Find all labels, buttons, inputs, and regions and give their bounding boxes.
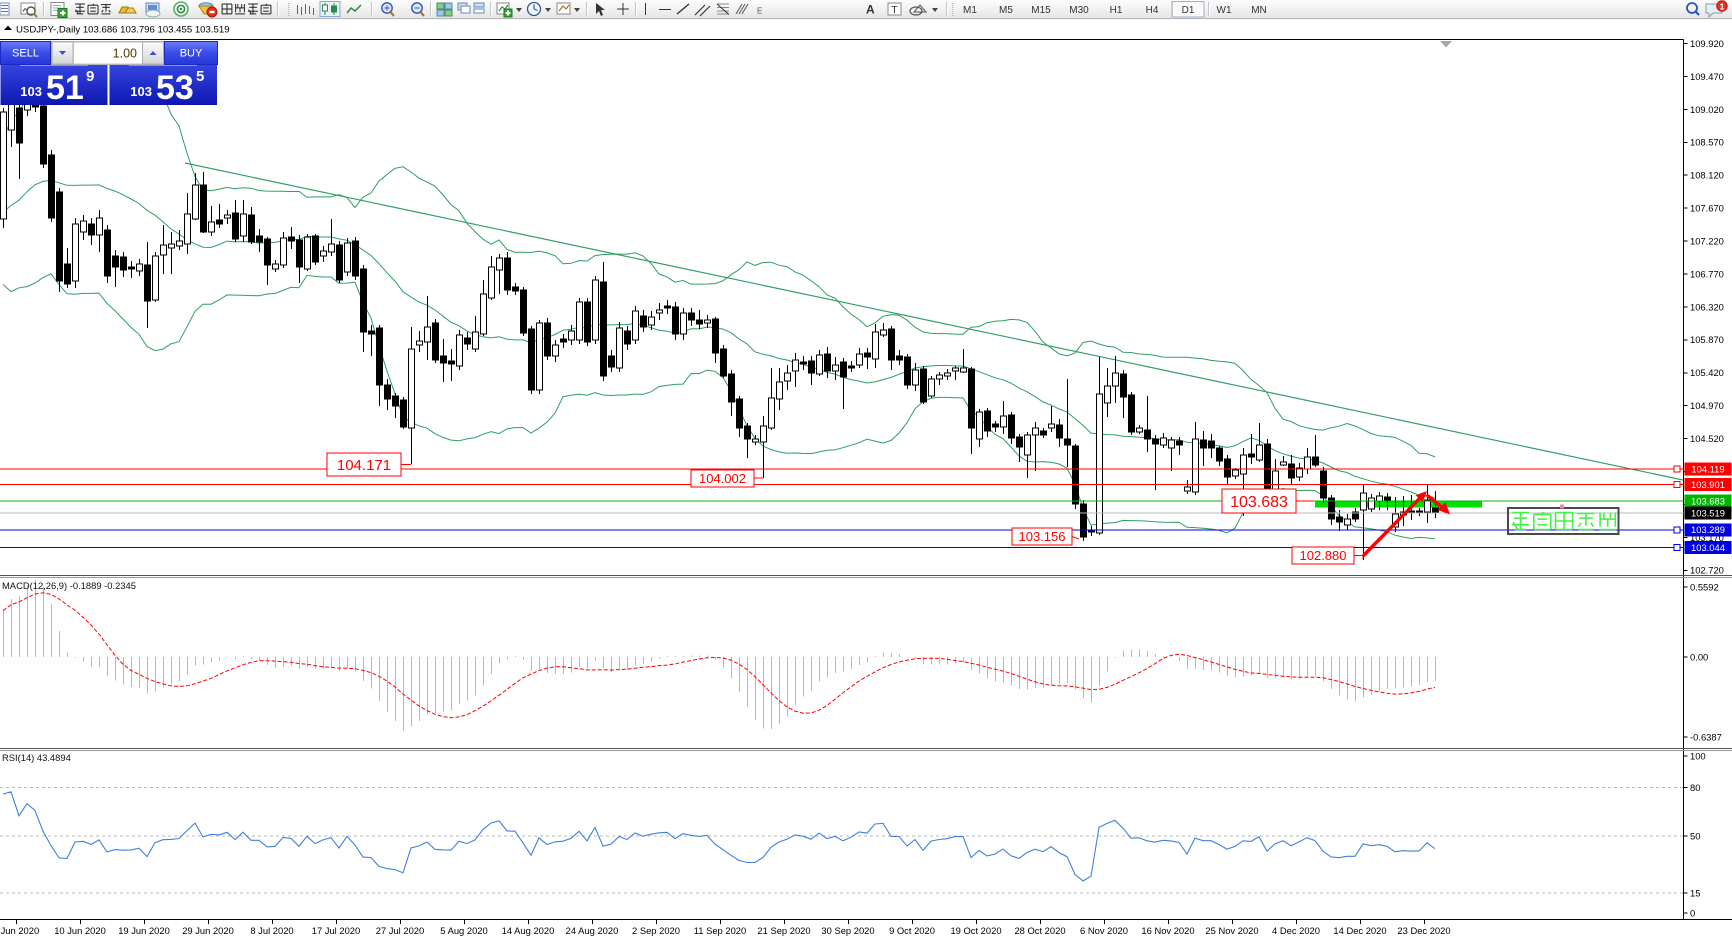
- svg-text:80: 80: [1690, 782, 1700, 793]
- svg-text:M30: M30: [1069, 5, 1089, 16]
- svg-text:50: 50: [1690, 831, 1700, 842]
- svg-text:9 Oct 2020: 9 Oct 2020: [889, 925, 935, 936]
- svg-text:11 Sep 2020: 11 Sep 2020: [694, 925, 746, 936]
- svg-text:M15: M15: [1031, 5, 1051, 16]
- svg-text:BUY: BUY: [180, 48, 203, 60]
- svg-text:2 Sep 2020: 2 Sep 2020: [632, 925, 680, 936]
- svg-text:103.289: 103.289: [1691, 524, 1725, 535]
- svg-text:106.320: 106.320: [1690, 301, 1724, 312]
- svg-text:108.120: 108.120: [1690, 170, 1724, 181]
- svg-text:103.683: 103.683: [1691, 495, 1725, 506]
- svg-text:107.670: 107.670: [1690, 203, 1724, 214]
- svg-text:19 Oct 2020: 19 Oct 2020: [950, 925, 1001, 936]
- svg-text:109.470: 109.470: [1690, 71, 1724, 82]
- svg-text:9: 9: [86, 68, 94, 85]
- svg-text:14 Dec 2020: 14 Dec 2020: [1333, 925, 1386, 936]
- svg-text:102.720: 102.720: [1690, 565, 1724, 576]
- svg-text:103.901: 103.901: [1691, 479, 1725, 490]
- svg-text:SELL: SELL: [12, 48, 39, 60]
- svg-text:MN: MN: [1251, 5, 1267, 16]
- svg-text:104.520: 104.520: [1690, 433, 1724, 444]
- svg-text:24 Aug 2020: 24 Aug 2020: [566, 925, 619, 936]
- svg-text:102.880: 102.880: [1300, 548, 1347, 563]
- svg-text:28 Oct 2020: 28 Oct 2020: [1014, 925, 1065, 936]
- svg-text:0: 0: [1690, 907, 1695, 918]
- svg-text:D1: D1: [1182, 5, 1195, 16]
- svg-text:8 Jul 2020: 8 Jul 2020: [250, 925, 293, 936]
- svg-text:15: 15: [1690, 887, 1700, 898]
- svg-text:104.970: 104.970: [1690, 400, 1724, 411]
- svg-text:30 Sep 2020: 30 Sep 2020: [821, 925, 874, 936]
- svg-text:W1: W1: [1217, 5, 1232, 16]
- svg-text:H1: H1: [1110, 5, 1123, 16]
- svg-text:-0.6387: -0.6387: [1690, 731, 1722, 742]
- svg-text:103.519: 103.519: [1691, 507, 1725, 518]
- svg-text:100: 100: [1690, 750, 1706, 761]
- svg-text:RSI(14) 43.4894: RSI(14) 43.4894: [2, 752, 71, 763]
- svg-text:T: T: [891, 4, 898, 16]
- svg-text:MACD(12,26,9) -0.1889 -0.2345: MACD(12,26,9) -0.1889 -0.2345: [2, 580, 136, 591]
- svg-text:105.420: 105.420: [1690, 367, 1724, 378]
- svg-text:6 Nov 2020: 6 Nov 2020: [1080, 925, 1128, 936]
- svg-text:0.00: 0.00: [1690, 651, 1708, 662]
- svg-text:E: E: [757, 7, 762, 16]
- svg-text:106.770: 106.770: [1690, 268, 1724, 279]
- svg-text:51: 51: [46, 69, 84, 107]
- svg-text:16 Nov 2020: 16 Nov 2020: [1141, 925, 1194, 936]
- svg-text:27 Jul 2020: 27 Jul 2020: [376, 925, 424, 936]
- svg-text:109.920: 109.920: [1690, 38, 1724, 49]
- svg-text:21 Sep 2020: 21 Sep 2020: [757, 925, 810, 936]
- svg-text:M1: M1: [963, 5, 977, 16]
- svg-text:1: 1: [1720, 2, 1725, 12]
- svg-text:103.044: 103.044: [1691, 542, 1725, 553]
- svg-text:29 Jun 2020: 29 Jun 2020: [182, 925, 234, 936]
- svg-text:107.220: 107.220: [1690, 235, 1724, 246]
- svg-text:1 Jun 2020: 1 Jun 2020: [0, 925, 39, 936]
- svg-text:M5: M5: [999, 5, 1013, 16]
- svg-text:53: 53: [156, 69, 194, 107]
- svg-text:5 Aug 2020: 5 Aug 2020: [440, 925, 487, 936]
- svg-text:14 Aug 2020: 14 Aug 2020: [502, 925, 555, 936]
- svg-text:105.870: 105.870: [1690, 334, 1724, 345]
- svg-text:0.5592: 0.5592: [1690, 581, 1719, 592]
- svg-text:4 Dec 2020: 4 Dec 2020: [1272, 925, 1320, 936]
- svg-text:103.156: 103.156: [1019, 529, 1066, 544]
- svg-text:A: A: [866, 3, 875, 17]
- svg-text:H4: H4: [1146, 5, 1159, 16]
- svg-text:103.683: 103.683: [1230, 494, 1288, 511]
- svg-text:104.171: 104.171: [337, 457, 391, 474]
- svg-text:17 Jul 2020: 17 Jul 2020: [312, 925, 360, 936]
- svg-text:109.020: 109.020: [1690, 104, 1724, 115]
- svg-text:103.170: 103.170: [1690, 532, 1724, 543]
- svg-text:USDJPY-,Daily 103.686 103.796: USDJPY-,Daily 103.686 103.796 103.455 10…: [16, 25, 230, 36]
- svg-text:108.570: 108.570: [1690, 137, 1724, 148]
- svg-text:19 Jun 2020: 19 Jun 2020: [118, 925, 170, 936]
- svg-text:1.00: 1.00: [113, 47, 137, 61]
- svg-text:103: 103: [20, 84, 42, 99]
- svg-text:10 Jun 2020: 10 Jun 2020: [54, 925, 106, 936]
- svg-text:23 Dec 2020: 23 Dec 2020: [1397, 925, 1450, 936]
- svg-text:104.002: 104.002: [699, 471, 746, 486]
- svg-text:103: 103: [130, 84, 152, 99]
- svg-text:5: 5: [196, 68, 204, 85]
- svg-text:25 Nov 2020: 25 Nov 2020: [1205, 925, 1258, 936]
- svg-text:104.119: 104.119: [1691, 463, 1724, 474]
